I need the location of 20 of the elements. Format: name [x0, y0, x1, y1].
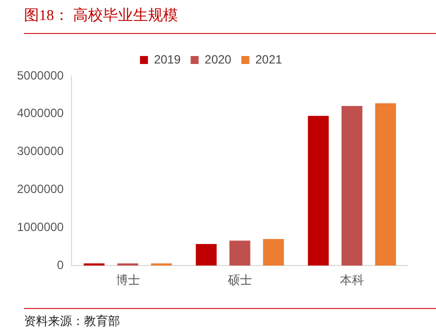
bar	[196, 244, 217, 266]
bar	[229, 240, 250, 266]
y-tick-label: 4000000	[17, 106, 64, 120]
legend-label: 2021	[255, 52, 282, 66]
bar	[308, 116, 329, 266]
x-tick-label: 博士	[116, 272, 140, 287]
bar	[263, 239, 284, 266]
x-tick-label: 本科	[340, 272, 364, 287]
y-tick-label: 1000000	[17, 220, 64, 234]
chart-title: 图18： 高校毕业生规模	[24, 6, 178, 25]
y-tick-label: 5000000	[17, 68, 64, 82]
y-tick-label: 3000000	[17, 144, 64, 158]
legend-label: 2020	[204, 52, 232, 66]
legend-label: 2019	[154, 52, 181, 66]
y-tick-label: 0	[57, 258, 64, 272]
bar	[375, 103, 396, 266]
y-tick-label: 2000000	[17, 182, 64, 196]
text: 资料来源：教育部	[24, 313, 120, 330]
bar	[342, 106, 362, 266]
x-tick-label: 硕士	[226, 272, 252, 287]
